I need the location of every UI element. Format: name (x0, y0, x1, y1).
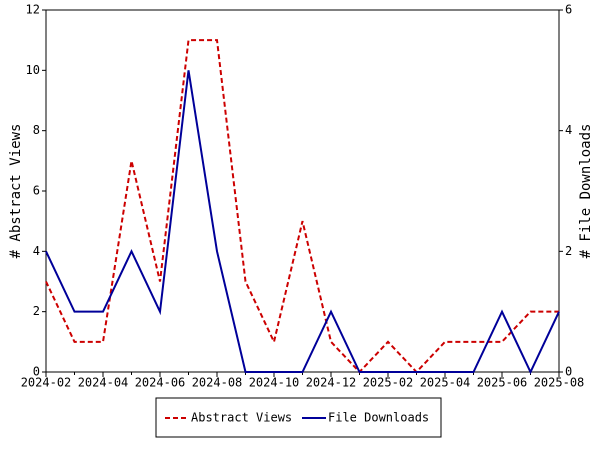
x-tick-label: 2025-04 (420, 376, 471, 390)
y-tick-label: 10 (26, 63, 40, 77)
x-tick-label: 2024-08 (192, 376, 243, 390)
x-tick-label: 2025-02 (363, 376, 414, 390)
y2-axis-label: # File Downloads (578, 124, 594, 259)
y-tick-label: 8 (33, 123, 40, 137)
legend-label: Abstract Views (191, 411, 292, 425)
x-tick-label: 2024-10 (249, 376, 300, 390)
x-tick-label: 2024-04 (78, 376, 129, 390)
y2-tick-label: 4 (565, 123, 572, 137)
x-tick-label: 2025-08 (534, 376, 585, 390)
legend-box (155, 397, 442, 438)
x-tick-label: 2024-06 (135, 376, 186, 390)
series-line (45, 39, 559, 374)
y-tick-label: 2 (33, 304, 40, 318)
x-tick-label: 2024-02 (21, 376, 72, 390)
y-tick-label: 6 (33, 184, 40, 198)
y2-tick-label: 0 (565, 365, 572, 379)
x-tick-label: 2025-06 (477, 376, 528, 390)
y2-tick-label: 6 (565, 3, 572, 17)
y2-tick-label: 2 (565, 244, 572, 258)
y-tick-label: 4 (33, 244, 40, 258)
legend-label: File Downloads (328, 411, 429, 425)
y-tick-label: 12 (26, 3, 40, 17)
y-tick-label: 0 (33, 365, 40, 379)
x-tick-label: 2024-12 (306, 376, 357, 390)
series-line (45, 70, 560, 375)
y-axis-label: # Abstract Views (8, 124, 24, 259)
